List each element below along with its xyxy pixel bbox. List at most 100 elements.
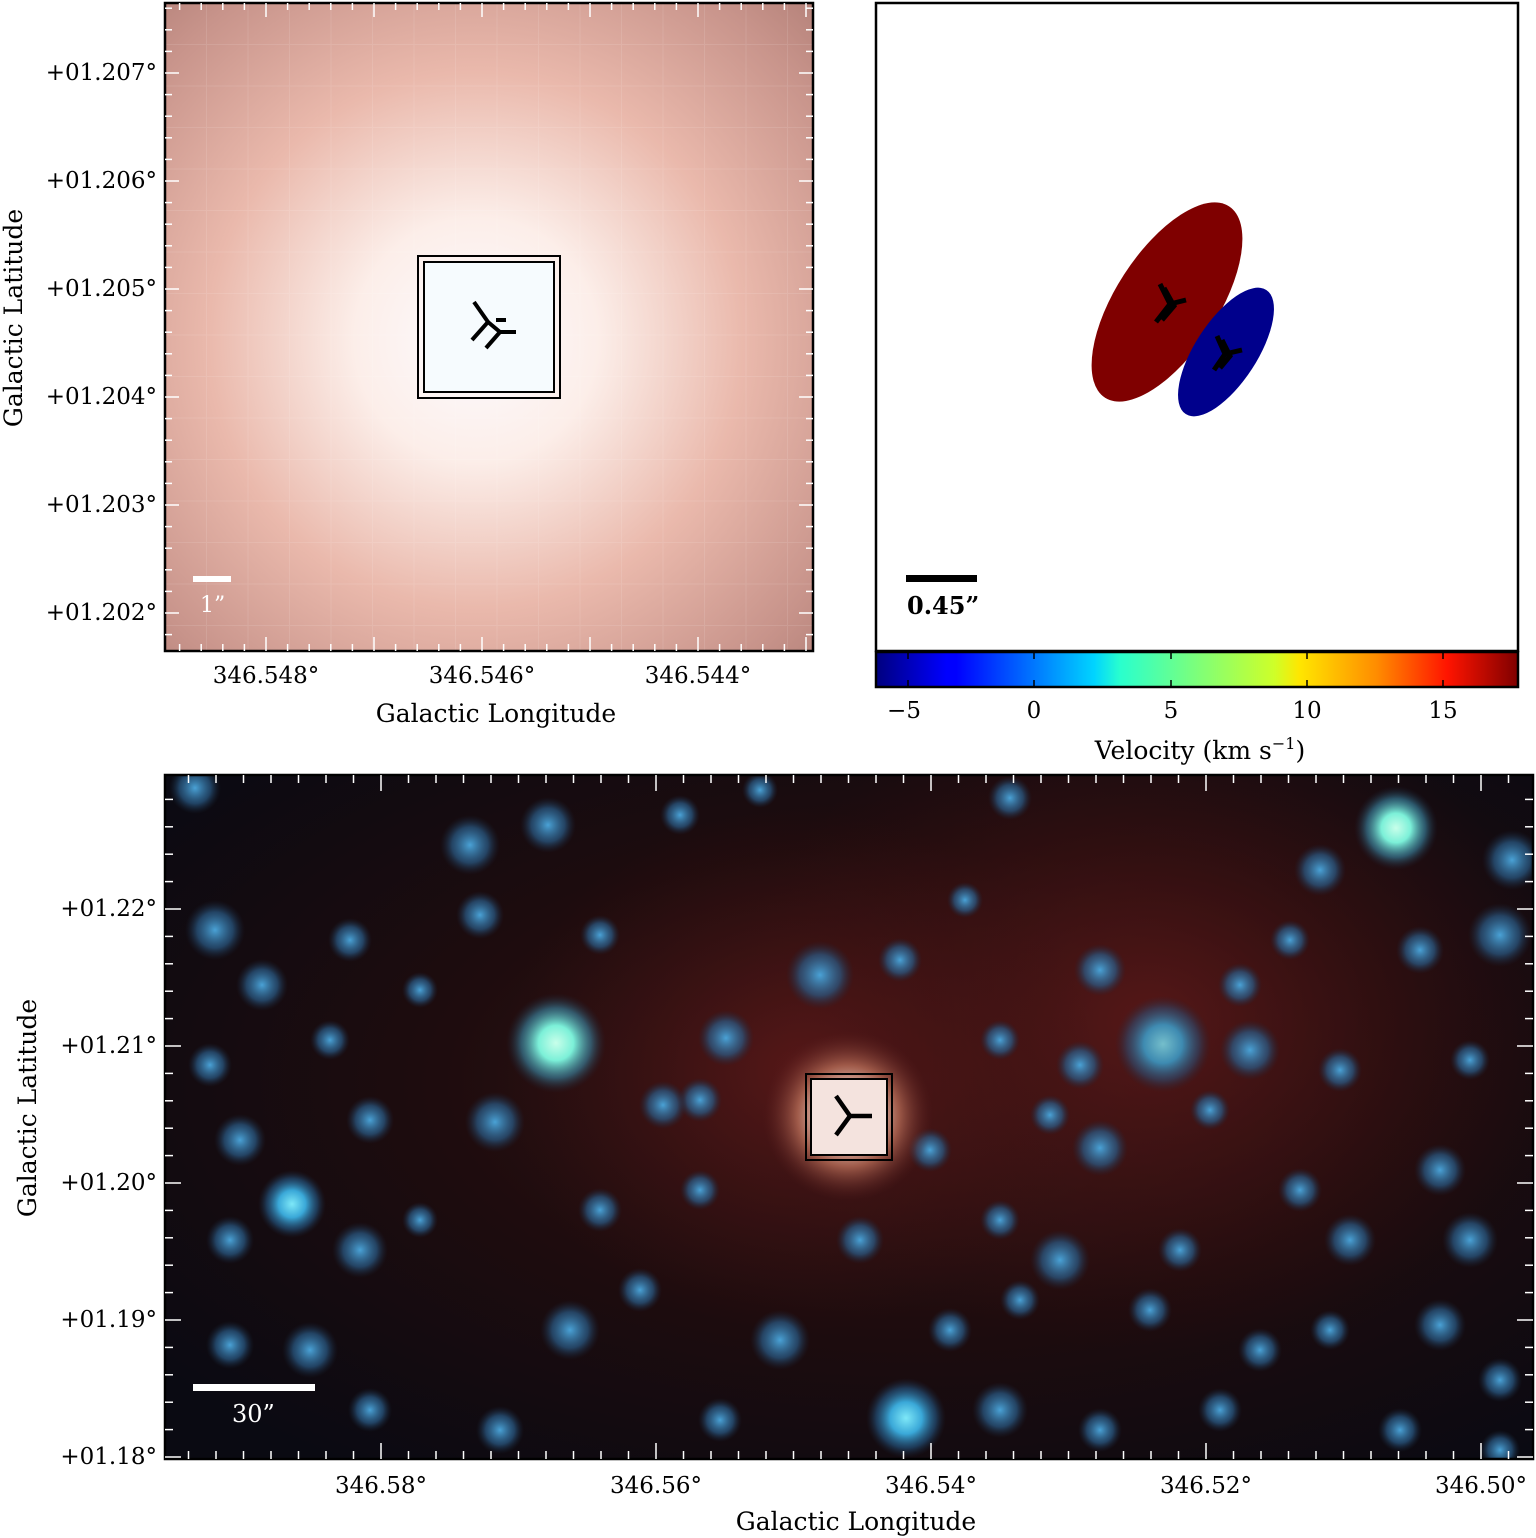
xtick-label: 346.56° xyxy=(610,1473,702,1499)
background-star xyxy=(878,938,922,982)
background-star xyxy=(440,815,500,875)
background-star xyxy=(188,1043,232,1087)
cbar-tick-label: −5 xyxy=(887,698,921,724)
background-star xyxy=(1218,963,1262,1007)
background-star xyxy=(348,1388,392,1432)
background-star xyxy=(540,1300,600,1360)
background-star xyxy=(1078,1408,1122,1452)
ytick-label: +01.21° xyxy=(60,1033,157,1059)
background-star xyxy=(1238,1328,1282,1372)
panel-a-xlabel: Galactic Longitude xyxy=(376,699,616,728)
background-star xyxy=(1198,1388,1242,1432)
source-box xyxy=(417,255,561,399)
background-star xyxy=(980,1200,1020,1240)
background-star xyxy=(1450,1040,1490,1080)
background-star xyxy=(639,1081,687,1129)
xtick-label: 346.54° xyxy=(885,1473,977,1499)
background-star xyxy=(1324,1214,1376,1266)
cbar-tick-label: 10 xyxy=(1292,698,1321,724)
background-star xyxy=(1278,1168,1322,1212)
ytick-label: +01.207° xyxy=(46,60,157,86)
background-star xyxy=(185,900,245,960)
background-star xyxy=(1270,920,1310,960)
panel-c-yticks: +01.22° +01.21° +01.20° +01.19° +01.18° xyxy=(60,896,157,1470)
ytick-label: +01.202° xyxy=(46,600,157,626)
ytick-label: +01.20° xyxy=(60,1170,157,1196)
panel-a-ylabel: Galactic Latitude xyxy=(0,209,28,427)
ytick-label: +01.19° xyxy=(60,1307,157,1333)
background-star xyxy=(1220,1020,1280,1080)
background-star xyxy=(1128,1288,1172,1332)
background-star xyxy=(580,915,620,955)
scalebar-a xyxy=(193,576,231,582)
background-star xyxy=(206,1216,254,1264)
background-star xyxy=(928,1308,972,1352)
ytick-label: +01.205° xyxy=(46,276,157,302)
background-star xyxy=(698,1398,742,1442)
background-star xyxy=(310,1020,350,1060)
background-star xyxy=(1482,830,1533,890)
scalebar-b xyxy=(906,575,977,582)
scalebar-b-label: 0.45” xyxy=(907,591,979,620)
background-star xyxy=(1072,1120,1128,1176)
panel-a-xticks: 346.548° 346.546° 346.544° xyxy=(213,663,752,689)
velocity-colorbar xyxy=(874,650,1520,689)
background-star xyxy=(1414,1299,1466,1351)
background-star xyxy=(786,941,854,1009)
background-star xyxy=(1190,1090,1230,1130)
background-star xyxy=(836,1216,884,1264)
colorbar-ticks xyxy=(907,652,1444,687)
background-star xyxy=(1318,1048,1362,1092)
cbar-tick-label: 0 xyxy=(1027,698,1042,724)
panel-c: 30” +01.22° +01.21° +01.20° +01.19° +01.… xyxy=(13,773,1535,1536)
background-star xyxy=(236,959,288,1011)
ytick-label: +01.203° xyxy=(46,492,157,518)
background-star xyxy=(465,1092,525,1152)
background-star xyxy=(476,1406,524,1454)
scalebar-c-label: 30” xyxy=(232,1400,275,1428)
background-star xyxy=(1294,844,1346,896)
background-star xyxy=(206,1321,254,1369)
colorbar-tick-labels: −5 0 5 10 15 xyxy=(887,698,1458,724)
background-star xyxy=(1478,1358,1522,1402)
background-star xyxy=(1378,1408,1422,1452)
background-star xyxy=(578,1188,622,1232)
scalebar-a-label: 1” xyxy=(200,593,225,618)
background-star xyxy=(742,775,778,808)
panel-c-ylabel: Galactic Latitude xyxy=(13,999,42,1217)
background-star xyxy=(1056,1041,1104,1089)
ytick-label: +01.204° xyxy=(46,384,157,410)
background-star xyxy=(1442,1212,1498,1268)
background-star xyxy=(1468,903,1532,967)
background-star xyxy=(1030,1230,1090,1290)
background-star xyxy=(328,918,372,962)
maser-marker-icon xyxy=(1154,282,1187,324)
background-star xyxy=(618,1268,662,1312)
background-star xyxy=(332,1222,388,1278)
xtick-label: 346.548° xyxy=(213,663,320,689)
xtick-label: 346.546° xyxy=(429,663,536,689)
ytick-label: +01.206° xyxy=(46,168,157,194)
background-star xyxy=(947,882,983,918)
cbar-tick-label: 5 xyxy=(1164,698,1179,724)
background-star xyxy=(214,1114,266,1166)
background-star xyxy=(1414,1144,1466,1196)
xtick-label: 346.52° xyxy=(1160,1473,1252,1499)
cbar-tick-label: 15 xyxy=(1428,698,1457,724)
panel-b: 0.45” −5 0 5 10 15 Velocity (km s−1) xyxy=(874,1,1520,765)
background-star xyxy=(1000,1280,1040,1320)
background-star xyxy=(282,1322,338,1378)
maser-marker-icon xyxy=(470,300,516,350)
background-star xyxy=(520,797,576,853)
xtick-label: 346.544° xyxy=(645,663,752,689)
background-star xyxy=(1074,944,1126,996)
background-star xyxy=(680,1170,720,1210)
xtick-label: 346.50° xyxy=(1435,1473,1527,1499)
panel-a-yticks: +01.207° +01.206° +01.205° +01.204° +01.… xyxy=(46,60,157,626)
background-star xyxy=(988,776,1032,820)
xtick-label: 346.58° xyxy=(335,1473,427,1499)
panel-c-xlabel: Galactic Longitude xyxy=(736,1507,976,1536)
maser-marker-icon xyxy=(834,1094,872,1137)
ytick-label: +01.18° xyxy=(60,1444,157,1470)
background-star xyxy=(698,1010,754,1066)
